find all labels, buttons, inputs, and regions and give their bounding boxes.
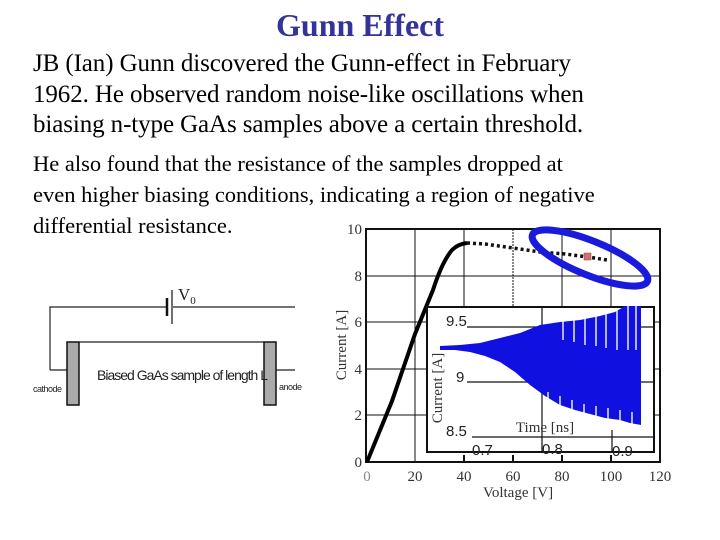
x-tick: 20 bbox=[408, 469, 423, 485]
x-tick: 100 bbox=[600, 469, 623, 485]
circuit-wires bbox=[49, 306, 295, 371]
voltage-label: V0 bbox=[178, 285, 196, 307]
inset-x-tick: 0.9 bbox=[612, 443, 633, 460]
y-tick: 2 bbox=[355, 408, 363, 424]
paragraph-discovery: JB (Ian) Gunn discovered the Gunn-effect… bbox=[33, 49, 713, 141]
inset-x-tick: 0.7 bbox=[472, 442, 493, 459]
paragraph-line: even higher biasing conditions, indicati… bbox=[33, 182, 595, 207]
inset-chart: 9.5 9 8.5 0.7 0.8 0.9 Time [ns] Current … bbox=[426, 306, 655, 460]
operating-point-marker bbox=[583, 252, 592, 261]
paragraph-line: 1962. He observed random noise-like osci… bbox=[33, 80, 584, 108]
y-tick: 6 bbox=[355, 315, 363, 331]
x-tick: 40 bbox=[457, 469, 472, 485]
paragraph-resistance: He also found that the resistance of the… bbox=[33, 148, 713, 241]
cathode-contact bbox=[66, 341, 80, 406]
anode-label: anode bbox=[279, 382, 302, 392]
y-axis-label: Current [A] bbox=[334, 310, 350, 380]
y-tick: 0 bbox=[355, 455, 363, 471]
inset-y-tick: 9 bbox=[456, 369, 464, 386]
x-axis-ticks bbox=[463, 455, 612, 462]
inset-x-label: Time [ns] bbox=[516, 420, 574, 436]
inset-y-label: Current [A] bbox=[430, 353, 446, 423]
x-tick: 80 bbox=[555, 469, 570, 485]
y-tick: 4 bbox=[355, 362, 363, 378]
x-tick: 60 bbox=[506, 469, 521, 485]
y-axis-labels: 10 8 6 4 2 0 bbox=[347, 222, 363, 471]
iv-curve-dotted bbox=[466, 241, 608, 262]
slide-title: Gunn Effect bbox=[276, 7, 444, 43]
paragraph-line: He also found that the resistance of the… bbox=[33, 151, 563, 176]
inset-y-tick: 8.5 bbox=[446, 423, 467, 440]
y-tick: 8 bbox=[355, 269, 363, 285]
chart-grid bbox=[366, 229, 660, 462]
iv-curve-solid bbox=[365, 241, 468, 463]
cathode-label: cathode bbox=[33, 384, 62, 394]
inset-x-tick: 0.8 bbox=[542, 441, 563, 458]
x-tick: 120 bbox=[649, 469, 672, 485]
sample-label: Biased GaAs sample of length L bbox=[97, 367, 268, 383]
anode-contact bbox=[263, 341, 277, 406]
paragraph-line: differential resistance. bbox=[33, 213, 233, 238]
x-axis-labels: 0 20 40 60 80 100 120 bbox=[363, 469, 671, 485]
chart-frame bbox=[365, 228, 661, 463]
x-tick: 0 bbox=[363, 469, 371, 485]
paragraph-line: biasing n-type GaAs samples above a cert… bbox=[33, 111, 583, 138]
x-axis-label: Voltage [V] bbox=[483, 485, 553, 501]
battery-icon bbox=[165, 290, 173, 324]
inset-oscillation-band bbox=[440, 306, 641, 425]
paragraph-line: JB (Ian) Gunn discovered the Gunn-effect… bbox=[33, 50, 571, 77]
inset-y-tick: 9.5 bbox=[446, 313, 467, 330]
